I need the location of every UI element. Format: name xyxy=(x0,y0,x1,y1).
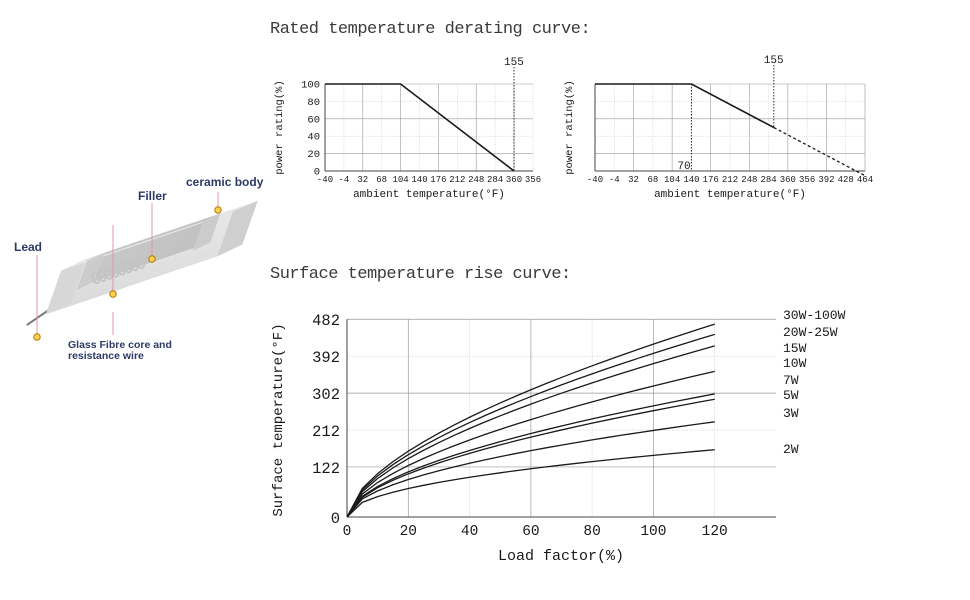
svg-text:60: 60 xyxy=(307,114,320,126)
svg-text:5W: 5W xyxy=(783,388,799,403)
svg-text:15W: 15W xyxy=(783,341,807,356)
svg-text:428: 428 xyxy=(838,175,854,185)
svg-text:-40: -40 xyxy=(317,175,333,185)
svg-text:392: 392 xyxy=(818,175,834,185)
svg-text:100: 100 xyxy=(301,80,320,92)
svg-text:40: 40 xyxy=(461,524,478,540)
svg-text:20: 20 xyxy=(400,524,417,540)
svg-text:248: 248 xyxy=(741,175,757,185)
svg-text:resistance wire: resistance wire xyxy=(68,350,144,362)
svg-text:140: 140 xyxy=(411,175,427,185)
svg-text:Filler: Filler xyxy=(138,189,167,203)
svg-text:356: 356 xyxy=(525,175,541,185)
svg-text:32: 32 xyxy=(357,175,368,185)
svg-text:392: 392 xyxy=(312,349,340,367)
svg-text:2W: 2W xyxy=(783,442,799,457)
svg-text:284: 284 xyxy=(760,175,776,185)
svg-text:32: 32 xyxy=(628,175,639,185)
svg-text:104: 104 xyxy=(392,175,408,185)
svg-text:-4: -4 xyxy=(609,175,620,185)
svg-text:68: 68 xyxy=(647,175,658,185)
svg-text:0: 0 xyxy=(331,510,340,528)
svg-text:176: 176 xyxy=(703,175,719,185)
svg-text:212: 212 xyxy=(722,175,738,185)
svg-text:7W: 7W xyxy=(783,373,799,388)
svg-text:212: 212 xyxy=(312,423,340,441)
svg-text:3W: 3W xyxy=(783,406,799,421)
svg-text:80: 80 xyxy=(307,97,320,109)
svg-text:0: 0 xyxy=(343,524,352,540)
svg-text:122: 122 xyxy=(312,460,340,478)
svg-text:464: 464 xyxy=(857,175,873,185)
svg-text:Glass Fibre core and: Glass Fibre core and xyxy=(68,339,172,351)
svg-text:68: 68 xyxy=(376,175,387,185)
svg-text:60: 60 xyxy=(522,524,539,540)
svg-text:155: 155 xyxy=(504,57,524,69)
svg-text:176: 176 xyxy=(430,175,446,185)
svg-text:104: 104 xyxy=(664,175,680,185)
svg-text:Lead: Lead xyxy=(14,240,42,254)
svg-text:120: 120 xyxy=(702,524,728,540)
svg-text:ceramic body: ceramic body xyxy=(186,175,264,189)
svg-text:20W-25W: 20W-25W xyxy=(783,325,838,340)
svg-text:-4: -4 xyxy=(338,175,349,185)
svg-text:482: 482 xyxy=(312,312,340,330)
svg-text:248: 248 xyxy=(468,175,484,185)
svg-text:Surface temperature(°F): Surface temperature(°F) xyxy=(271,323,287,516)
svg-text:360: 360 xyxy=(506,175,522,185)
svg-text:power rating(%): power rating(%) xyxy=(564,80,576,175)
svg-text:ambient temperature(°F): ambient temperature(°F) xyxy=(654,189,806,201)
svg-text:power rating(%): power rating(%) xyxy=(274,80,286,175)
svg-text:356: 356 xyxy=(799,175,815,185)
svg-text:302: 302 xyxy=(312,386,340,404)
svg-text:140: 140 xyxy=(683,175,699,185)
svg-text:30W-100W: 30W-100W xyxy=(783,308,846,323)
svg-text:212: 212 xyxy=(449,175,465,185)
svg-text:284: 284 xyxy=(487,175,503,185)
svg-text:-40: -40 xyxy=(587,175,603,185)
svg-text:ambient temperature(°F): ambient temperature(°F) xyxy=(353,189,505,201)
svg-text:10W: 10W xyxy=(783,356,807,371)
svg-text:360: 360 xyxy=(780,175,796,185)
svg-text:20: 20 xyxy=(307,149,320,161)
svg-text:40: 40 xyxy=(307,132,320,144)
svg-text:70: 70 xyxy=(677,161,690,173)
svg-text:Load factor(%): Load factor(%) xyxy=(498,548,624,565)
svg-text:80: 80 xyxy=(583,524,600,540)
svg-text:100: 100 xyxy=(640,524,666,540)
svg-text:155: 155 xyxy=(764,55,784,67)
